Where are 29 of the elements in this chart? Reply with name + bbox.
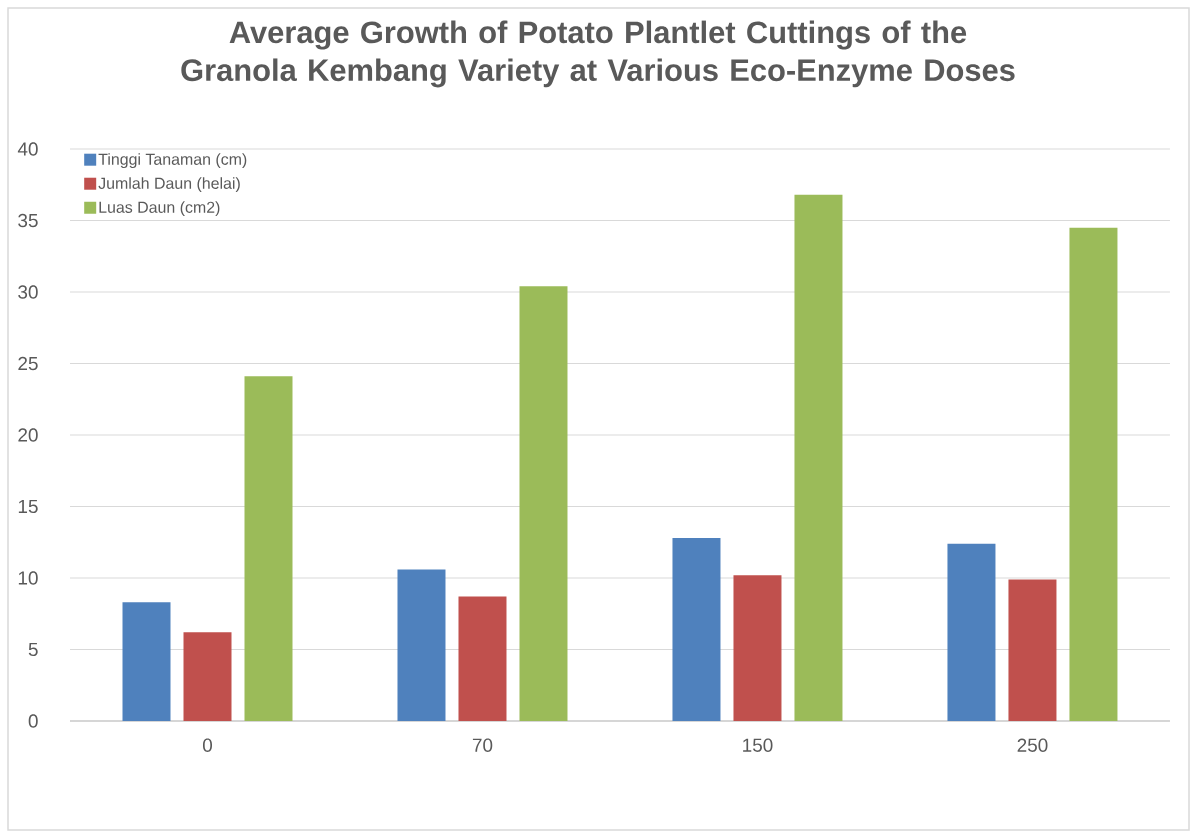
legend-label: Luas Daun (cm2) (99, 201, 220, 217)
bar (1069, 227, 1118, 721)
y-tick-label: 5 (28, 642, 38, 657)
bar (458, 596, 507, 721)
y-tick-label: 0 (28, 714, 38, 728)
bar (1008, 579, 1057, 721)
bar (733, 575, 782, 721)
bar (122, 602, 171, 721)
chart-title: Average Growth of Potato Plantlet Cuttings of the Granola Kembang Variety at Various Eco-Enzyme Doses (181, 20, 1015, 88)
bar (519, 286, 568, 721)
legend-label: Jumlah Daun (helai) (98, 177, 240, 193)
y-tick-label: 20 (18, 428, 38, 442)
y-tick-label: 35 (18, 213, 38, 228)
y-tick-label: 25 (18, 356, 38, 371)
bar (183, 632, 232, 721)
bar (794, 194, 843, 721)
x-tick-label: 150 (743, 738, 773, 752)
x-tick-label: 0 (202, 738, 213, 752)
bar (244, 376, 293, 721)
x-tick-label: 250 (1017, 738, 1048, 752)
y-tick-label: 40 (17, 142, 38, 156)
bar (947, 543, 996, 721)
bar (672, 537, 721, 721)
y-tick-label: 30 (18, 285, 38, 299)
x-tick-label: 70 (472, 738, 493, 752)
bar (397, 569, 446, 721)
legend-label: Tinggi Tanaman (cm) (98, 153, 247, 169)
y-tick-label: 10 (18, 571, 38, 585)
y-tick-label: 15 (18, 499, 38, 514)
